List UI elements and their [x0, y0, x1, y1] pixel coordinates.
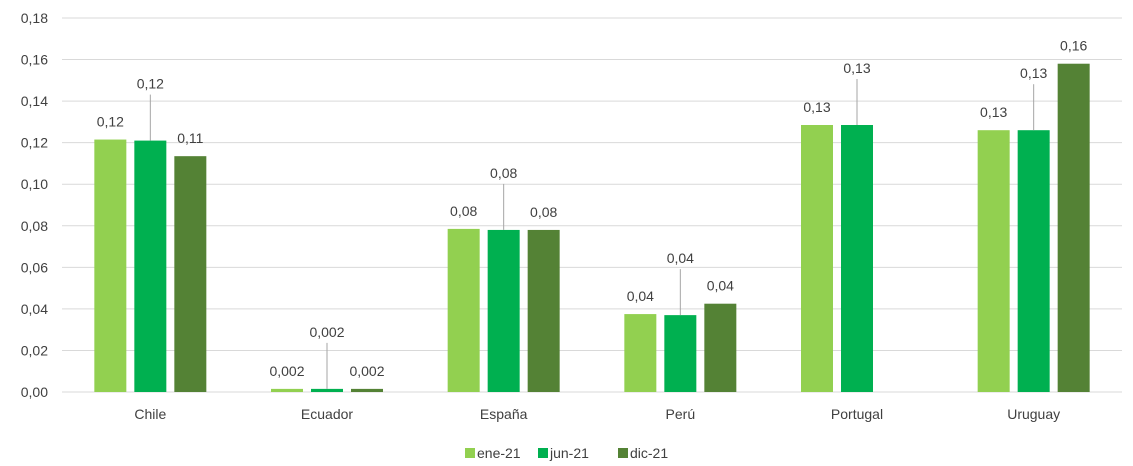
y-tick-label: 0,04: [21, 301, 48, 317]
legend-swatch: [465, 448, 475, 458]
data-label: 0,04: [707, 278, 734, 294]
data-label: 0,04: [667, 250, 694, 266]
data-label: 0,13: [843, 60, 870, 76]
data-label: 0,12: [97, 114, 124, 130]
bar-ene-21: [447, 228, 480, 392]
gridlines: [62, 17, 1122, 393]
y-axis-ticks: 0,00 0,02 0,04 0,06 0,08 0,10 0,12 0,14 0,16 0,18: [21, 10, 48, 400]
bar-dic-21: [704, 303, 737, 392]
legend-swatch: [538, 448, 548, 458]
bar-jun-21: [487, 229, 520, 392]
data-label: 0,13: [803, 99, 830, 115]
bar-dic-21: [174, 156, 207, 392]
legend-item-jun-21: jun-21: [538, 445, 589, 461]
data-label: 0,04: [627, 288, 654, 304]
data-label: 0,16: [1060, 38, 1087, 54]
bar-jun-21: [1017, 130, 1050, 392]
y-tick-label: 0,16: [21, 52, 48, 68]
y-tick-label: 0,10: [21, 176, 48, 192]
bar-ene-21: [801, 125, 833, 392]
x-axis-categories: Chile Ecuador España Perú Portugal Uruguay: [134, 406, 1060, 422]
y-tick-label: 0,12: [21, 135, 48, 151]
category-label: Chile: [134, 406, 166, 422]
bar-jun-21: [134, 140, 167, 392]
bar-ene-21: [271, 388, 303, 392]
data-label: 0,002: [309, 324, 344, 340]
bar-jun-21: [664, 315, 697, 392]
category-label: Ecuador: [301, 406, 353, 422]
y-tick-label: 0,02: [21, 342, 48, 358]
bar-ene-21: [94, 139, 127, 392]
data-label: 0,08: [530, 204, 557, 220]
data-label: 0,13: [1020, 65, 1047, 81]
data-label: 0,08: [490, 165, 517, 181]
y-tick-label: 0,06: [21, 259, 48, 275]
bars: [94, 63, 1090, 392]
data-label: 0,002: [269, 363, 304, 379]
category-label: Uruguay: [1007, 406, 1060, 422]
category-label: España: [480, 406, 528, 422]
data-label: 0,13: [980, 104, 1007, 120]
y-tick-label: 0,00: [21, 384, 48, 400]
legend-item-dic-21: dic-21: [618, 445, 668, 461]
y-tick-label: 0,08: [21, 218, 48, 234]
bar-jun-21: [311, 388, 343, 392]
category-label: Perú: [666, 406, 696, 422]
legend: ene-21 jun-21 dic-21: [465, 445, 668, 461]
data-label: 0,12: [137, 76, 164, 92]
leader-lines: [149, 79, 1035, 389]
bar-jun-21: [841, 125, 873, 392]
y-tick-label: 0,18: [21, 10, 48, 26]
legend-label: dic-21: [630, 445, 668, 461]
bar-dic-21: [527, 229, 560, 392]
data-label: 0,11: [177, 130, 203, 146]
legend-swatch: [618, 448, 628, 458]
category-label: Portugal: [831, 406, 883, 422]
legend-label: ene-21: [477, 445, 521, 461]
bar-dic-21: [351, 388, 383, 392]
data-label: 0,08: [450, 203, 477, 219]
bar-dic-21: [1057, 63, 1090, 392]
bar-ene-21: [977, 130, 1010, 392]
legend-item-ene-21: ene-21: [465, 445, 521, 461]
bar-ene-21: [624, 314, 657, 392]
y-tick-label: 0,14: [21, 93, 48, 109]
legend-label: jun-21: [549, 445, 589, 461]
data-labels: 0,12 0,12 0,11 0,002 0,002 0,002 0,08 0,08 0,08 0…: [97, 38, 1088, 379]
data-label: 0,002: [349, 363, 384, 379]
